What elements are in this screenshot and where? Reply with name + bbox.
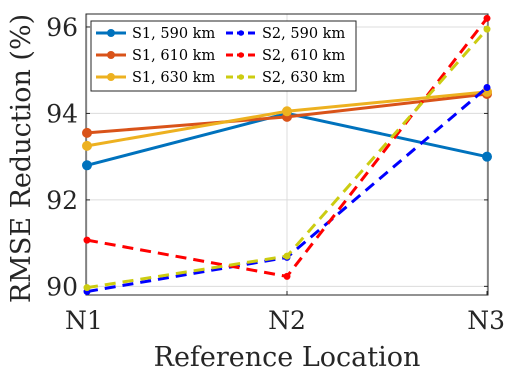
data-point [483, 14, 491, 22]
data-point [283, 272, 291, 280]
legend-marker [238, 74, 244, 80]
data-point [483, 83, 491, 91]
legend-marker [107, 51, 115, 59]
legend-item: S1, 590 km [96, 26, 215, 42]
series-layer [82, 14, 492, 296]
legend-label: S1, 610 km [132, 48, 215, 64]
y-axis-label: RMSE Reduction (%) [6, 14, 37, 303]
legend: S1, 590 km S1, 610 km S1, 630 km S2, 590 km… [90, 20, 357, 92]
data-point [82, 160, 92, 171]
series-6 [83, 25, 491, 292]
x-tick-label: N3 [467, 306, 505, 335]
data-point [82, 140, 92, 151]
y-axis-ticks: 90 92 94 96 [46, 13, 488, 301]
x-tick-label: N1 [65, 306, 103, 335]
data-point [83, 236, 91, 244]
legend-item: S1, 630 km [96, 70, 215, 86]
data-point [83, 284, 91, 292]
legend-box [90, 20, 357, 92]
y-tick-label: 90 [46, 272, 78, 301]
legend-label: S2, 610 km [262, 48, 345, 64]
y-tick-label: 94 [46, 99, 78, 128]
legend-label: S1, 630 km [132, 70, 215, 86]
data-point [82, 127, 92, 138]
data-point [482, 151, 492, 162]
x-axis-ticks: N1 N2 N3 [65, 291, 505, 335]
legend-marker [107, 29, 115, 37]
y-tick-label: 92 [46, 186, 78, 215]
data-point [483, 25, 491, 33]
legend-item: S1, 610 km [96, 48, 215, 64]
x-tick-label: N2 [268, 306, 306, 335]
legend-marker [238, 52, 244, 58]
x-axis-label: Reference Location [154, 342, 421, 373]
data-point [282, 106, 292, 117]
data-point [283, 252, 291, 260]
legend-marker [238, 30, 244, 36]
legend-item: S2, 590 km [226, 26, 345, 42]
legend-item: S2, 610 km [226, 48, 345, 64]
y-tick-label: 96 [46, 13, 78, 42]
legend-label: S2, 630 km [262, 70, 345, 86]
legend-label: S1, 590 km [132, 26, 215, 42]
legend-label: S2, 590 km [262, 26, 345, 42]
legend-item: S2, 630 km [226, 70, 345, 86]
legend-marker [107, 73, 115, 81]
